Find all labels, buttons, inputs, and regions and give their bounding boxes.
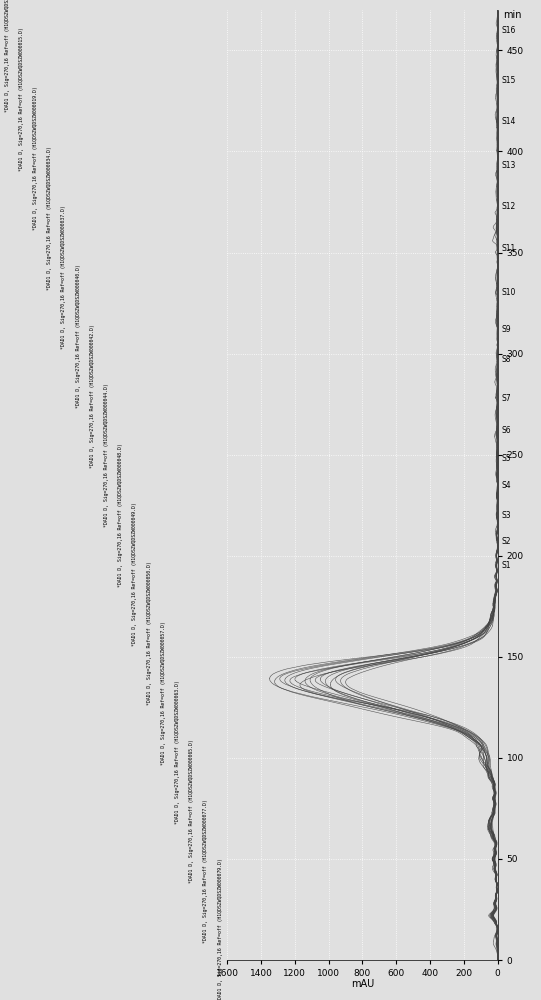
Text: *DAD1 D, Sig=270,16 Ref=off (H1QDSZWQDSZW000015.D): *DAD1 D, Sig=270,16 Ref=off (H1QDSZWQDSZ… <box>19 27 24 171</box>
Text: S6: S6 <box>502 426 511 435</box>
Text: *DAD1 D, Sig=270,16 Ref=off (H1QDSZWQDSZW000048.D): *DAD1 D, Sig=270,16 Ref=off (H1QDSZWQDSZ… <box>118 443 123 587</box>
Text: S9: S9 <box>502 325 511 334</box>
Text: S11: S11 <box>502 244 516 253</box>
Text: S8: S8 <box>502 355 511 364</box>
Text: *DAD1 D, Sig=270,16 Ref=off (H1QDSZWQDSZW000019.D): *DAD1 D, Sig=270,16 Ref=off (H1QDSZWQDSZ… <box>33 87 38 230</box>
Text: S10: S10 <box>502 288 516 297</box>
Text: *DAD1 D, Sig=270,16 Ref=off (H1QDSZWQDSZW000077.D): *DAD1 D, Sig=270,16 Ref=off (H1QDSZWQDSZ… <box>203 799 208 943</box>
Text: S3: S3 <box>502 511 511 520</box>
Text: S14: S14 <box>502 117 516 126</box>
Text: *DAD1 D, Sig=270,16 Ref=off (H1QDSZWQDSZW000049.D): *DAD1 D, Sig=270,16 Ref=off (H1QDSZWQDSZ… <box>133 502 137 646</box>
Text: *DAD1 D, Sig=270,16 Ref=off (H1QDSZWQDSZW000065.D): *DAD1 D, Sig=270,16 Ref=off (H1QDSZWQDSZ… <box>189 740 194 883</box>
Text: *DAD1 D, Sig=270,16 Ref=off (H1QDSZWQDSZW000044.D): *DAD1 D, Sig=270,16 Ref=off (H1QDSZWQDSZ… <box>104 383 109 527</box>
Text: S5: S5 <box>502 454 511 463</box>
Text: *DAD1 D, Sig=270,16 Ref=off (H1QDSZWQDSZW000063.D): *DAD1 D, Sig=270,16 Ref=off (H1QDSZWQDSZ… <box>175 680 180 824</box>
X-axis label: mAU: mAU <box>351 979 374 989</box>
Text: *DAD1 D, Sig=270,16 Ref=off (H1QDSZWQDSZW000050.D): *DAD1 D, Sig=270,16 Ref=off (H1QDSZWQDSZ… <box>147 562 151 705</box>
Text: *DAD1 D, Sig=270,16 Ref=off (H1QDSZWQDSZW000037.D): *DAD1 D, Sig=270,16 Ref=off (H1QDSZWQDSZ… <box>62 205 67 349</box>
Text: S12: S12 <box>502 202 516 211</box>
Text: S4: S4 <box>502 481 511 489</box>
Text: S1: S1 <box>502 561 511 570</box>
Text: S15: S15 <box>502 76 516 85</box>
Text: *DAD1 D, Sig=270,16 Ref=off (H1QDSZWQDSZW000057.D): *DAD1 D, Sig=270,16 Ref=off (H1QDSZWQDSZ… <box>161 621 166 765</box>
Text: *DAD1 D, Sig=270,16 Ref=off (H1QDSZWQDSZW000079.D): *DAD1 D, Sig=270,16 Ref=off (H1QDSZWQDSZ… <box>217 858 222 1000</box>
Text: min: min <box>503 10 522 20</box>
Text: *DAD1 D, Sig=270,16 Ref=off (H1QDSZWQDSZW000034.D): *DAD1 D, Sig=270,16 Ref=off (H1QDSZWQDSZ… <box>47 146 52 290</box>
Text: S7: S7 <box>502 394 511 403</box>
Text: S13: S13 <box>502 161 516 170</box>
Text: *DAD1 D, Sig=270,16 Ref=off (H1QDSZWQDSZW000040.D): *DAD1 D, Sig=270,16 Ref=off (H1QDSZWQDSZ… <box>76 265 81 408</box>
Text: *DAD1 D, Sig=270,16 Ref=off (H1QDSZWQDSZW000042.D): *DAD1 D, Sig=270,16 Ref=off (H1QDSZWQDSZ… <box>90 324 95 468</box>
Text: *DAD1 D, Sig=270,16 Ref=off (H1QDSZWQDSZW000006.D): *DAD1 D, Sig=270,16 Ref=off (H1QDSZWQDSZ… <box>5 0 10 112</box>
Text: S2: S2 <box>502 537 511 546</box>
Text: S16: S16 <box>502 26 516 35</box>
